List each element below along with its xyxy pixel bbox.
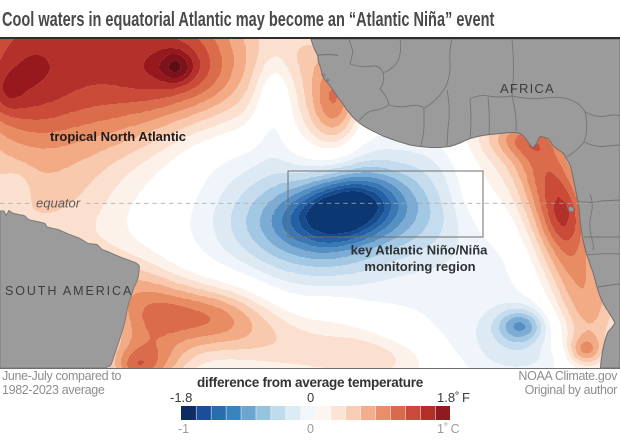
svg-text:equator: equator	[36, 196, 81, 211]
svg-text:key Atlantic Niño/Niña: key Atlantic Niño/Niña	[351, 243, 489, 258]
svg-text:monitoring region: monitoring region	[364, 259, 475, 274]
svg-text:AFRICA: AFRICA	[500, 81, 555, 96]
svg-text:SOUTH AMERICA: SOUTH AMERICA	[5, 284, 133, 298]
svg-text:tropical North Atlantic: tropical North Atlantic	[50, 129, 186, 144]
